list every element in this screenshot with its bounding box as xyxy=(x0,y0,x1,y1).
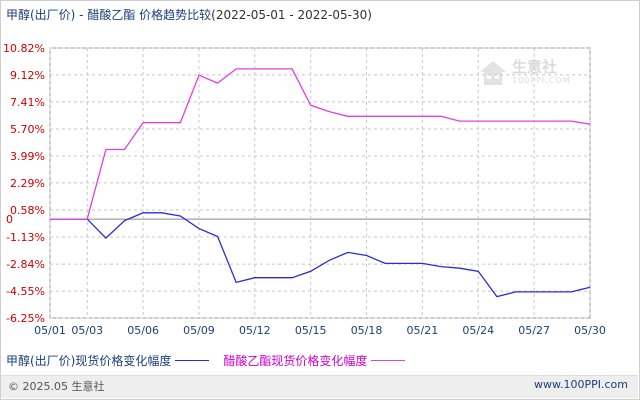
legend-swatch-series1 xyxy=(175,360,210,361)
y-tick-label: 7.41% xyxy=(10,96,45,109)
footer-copyright: © 2025.05 生意社 xyxy=(8,380,105,393)
x-tick-label: 05/18 xyxy=(351,324,383,337)
grid-layer xyxy=(49,47,591,319)
y-tick-label: -4.55% xyxy=(6,285,45,298)
chart-title-range: (2022-05-01 - 2022-05-30) xyxy=(211,8,372,22)
x-tick-label: 05/21 xyxy=(407,324,439,337)
x-tick-label: 05/09 xyxy=(183,324,215,337)
x-tick-label: 05/15 xyxy=(295,324,327,337)
y-tick-label: -1.13% xyxy=(6,231,45,244)
x-tick-label: 05/24 xyxy=(462,324,494,337)
footer-bar xyxy=(1,375,638,398)
x-tick-label: 05/12 xyxy=(239,324,271,337)
series-line-1 xyxy=(50,212,591,298)
legend-label-series2: 醋酸乙酯现货价格变化幅度 xyxy=(223,354,368,368)
legend: 甲醇(出厂价)现货价格变化幅度 醋酸乙酯现货价格变化幅度 xyxy=(6,352,419,369)
y-tick-label: 10.82% xyxy=(3,42,45,55)
x-tick-label: 05/03 xyxy=(71,324,103,337)
y-tick-label: 5.70% xyxy=(10,123,45,136)
y-tick-label: -6.25% xyxy=(6,312,45,325)
series-line-2 xyxy=(50,68,591,220)
x-tick-label: 05/30 xyxy=(574,324,606,337)
footer-url-link[interactable]: www.100PPI.com xyxy=(534,378,628,391)
legend-item-series1: 甲醇(出厂价)现货价格变化幅度 xyxy=(6,352,210,369)
y-tick-label: 0 xyxy=(6,213,13,226)
x-tick-label: 05/01 xyxy=(34,324,66,337)
house-icon xyxy=(480,61,506,85)
y-tick-label: 2.29% xyxy=(10,177,45,190)
watermark-sub: 100PPI.COM xyxy=(512,76,571,85)
x-tick-label: 05/27 xyxy=(518,324,550,337)
legend-label-series1: 甲醇(出厂价)现货价格变化幅度 xyxy=(6,354,172,368)
x-tick-label: 05/06 xyxy=(127,324,159,337)
axis-layer: 10.82% 9.12% 7.41% 5.70% 3.99% 2.29% 0.58%0 -1.… xyxy=(3,42,606,337)
y-tick-label: 3.99% xyxy=(10,150,45,163)
legend-swatch-series2 xyxy=(371,360,406,361)
legend-item-series2: 醋酸乙酯现货价格变化幅度 xyxy=(223,352,406,369)
y-tick-label: 9.12% xyxy=(10,69,45,82)
chart-title-main: 甲醇(出厂价) - 醋酸乙酯 价格趋势比较 xyxy=(6,8,212,22)
chart-title: 甲醇(出厂价) - 醋酸乙酯 价格趋势比较(2022-05-01 - 2022-… xyxy=(6,6,372,23)
y-tick-label: 0.58% xyxy=(10,204,45,217)
y-tick-label: -2.84% xyxy=(6,258,45,271)
series-layer xyxy=(50,68,591,298)
